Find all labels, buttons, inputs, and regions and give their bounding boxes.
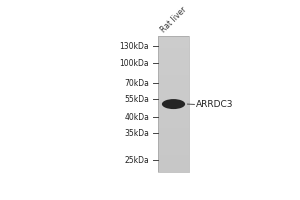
Bar xyxy=(158,107,189,109)
Bar xyxy=(158,53,189,55)
Bar xyxy=(158,57,189,58)
Bar xyxy=(158,148,189,150)
Bar xyxy=(158,97,189,99)
Bar xyxy=(158,36,189,172)
Bar xyxy=(158,162,189,163)
Bar xyxy=(158,87,189,89)
Bar xyxy=(158,101,189,102)
Bar xyxy=(158,167,189,168)
Bar xyxy=(158,50,189,52)
Bar xyxy=(158,67,189,69)
Bar xyxy=(158,62,189,63)
Text: 70kDa: 70kDa xyxy=(124,79,149,88)
Bar xyxy=(158,145,189,146)
Bar xyxy=(158,157,189,158)
Bar xyxy=(158,92,189,94)
Bar xyxy=(158,153,189,155)
Text: 55kDa: 55kDa xyxy=(124,95,149,104)
Bar xyxy=(158,72,189,74)
Bar xyxy=(158,141,189,143)
Bar xyxy=(158,91,189,92)
Bar xyxy=(158,96,189,97)
Bar xyxy=(158,118,189,119)
Bar xyxy=(158,143,189,145)
Bar xyxy=(158,94,189,96)
Ellipse shape xyxy=(162,99,185,109)
Bar xyxy=(158,123,189,124)
Bar xyxy=(158,80,189,82)
Bar xyxy=(158,158,189,160)
Bar xyxy=(158,58,189,60)
Bar xyxy=(158,116,189,118)
Bar xyxy=(158,63,189,65)
Text: Rat liver: Rat liver xyxy=(159,5,188,34)
Bar xyxy=(158,36,189,38)
Bar xyxy=(158,146,189,148)
Bar xyxy=(158,46,189,48)
Bar xyxy=(158,135,189,136)
Bar xyxy=(158,60,189,62)
Bar xyxy=(158,70,189,72)
Bar xyxy=(158,74,189,75)
Bar xyxy=(158,79,189,80)
Bar xyxy=(158,155,189,157)
Text: 35kDa: 35kDa xyxy=(124,129,149,138)
Text: 130kDa: 130kDa xyxy=(119,42,149,51)
Bar xyxy=(158,152,189,153)
Bar xyxy=(158,102,189,104)
Text: 40kDa: 40kDa xyxy=(124,113,149,122)
Bar xyxy=(158,124,189,126)
Bar xyxy=(158,129,189,131)
Bar xyxy=(158,43,189,45)
Bar xyxy=(158,136,189,138)
Bar xyxy=(158,48,189,50)
Bar xyxy=(158,38,189,40)
Bar xyxy=(158,128,189,129)
Bar xyxy=(158,75,189,77)
Bar xyxy=(158,40,189,41)
Text: ARRDC3: ARRDC3 xyxy=(196,100,233,109)
Bar xyxy=(158,41,189,43)
Bar xyxy=(158,126,189,128)
Bar xyxy=(158,89,189,91)
Bar xyxy=(158,55,189,57)
Bar xyxy=(158,113,189,114)
Bar xyxy=(158,131,189,133)
Bar xyxy=(158,119,189,121)
Bar xyxy=(158,52,189,53)
Bar xyxy=(158,121,189,123)
Bar xyxy=(158,160,189,162)
Bar xyxy=(158,111,189,113)
Bar xyxy=(158,165,189,167)
Bar xyxy=(158,106,189,107)
Bar xyxy=(158,163,189,165)
Text: 25kDa: 25kDa xyxy=(124,156,149,165)
Bar xyxy=(158,150,189,152)
Bar xyxy=(158,45,189,46)
Bar xyxy=(158,82,189,84)
Bar xyxy=(158,84,189,85)
Bar xyxy=(158,99,189,101)
Bar xyxy=(158,114,189,116)
Bar xyxy=(158,170,189,172)
Bar xyxy=(158,140,189,141)
Bar xyxy=(158,85,189,87)
Bar xyxy=(158,168,189,170)
Bar xyxy=(158,104,189,106)
Bar xyxy=(158,133,189,135)
Bar xyxy=(158,65,189,67)
Bar xyxy=(158,138,189,140)
Bar xyxy=(158,69,189,70)
Bar xyxy=(158,109,189,111)
Bar xyxy=(158,77,189,79)
Text: 100kDa: 100kDa xyxy=(119,59,149,68)
